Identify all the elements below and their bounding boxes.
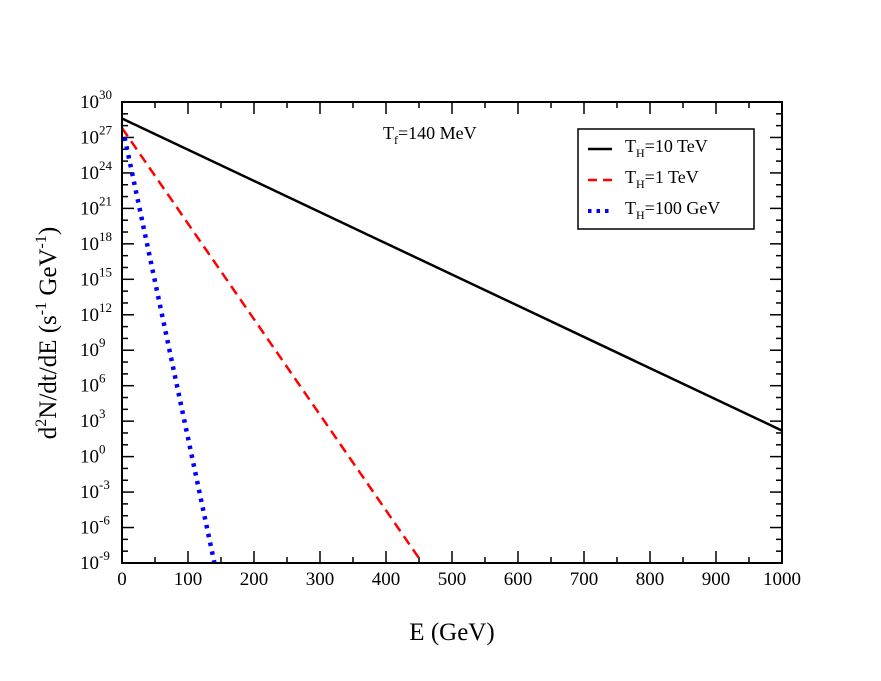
y-tick-label: 106 [80,371,106,397]
y-tick-label: 10-9 [80,548,110,574]
legend-entry-100gev: TH=100 GeV [588,198,720,222]
y-tick-label: 1015 [80,264,112,290]
y-tick-label: 1027 [80,122,113,148]
svg-text:TH=1 TeV: TH=1 TeV [625,167,699,191]
series-layer [120,117,783,564]
series-line-100gev [122,137,217,564]
y-tick-label: 1030 [80,87,112,113]
x-axis-title: E (GeV) [409,619,494,646]
svg-text:TH=10 TeV: TH=10 TeV [625,136,708,160]
x-tick-label: 100 [174,569,203,590]
temperature-annotation: Tf=140 MeV [383,123,477,147]
x-tick-label: 400 [372,569,401,590]
x-tick-label: 900 [702,569,731,590]
y-tick-label: 1024 [80,158,113,184]
x-tick-label: 0 [117,569,127,590]
annotation-base: T [383,123,394,143]
x-tick-label: 500 [438,569,467,590]
y-tick-label: 10-6 [80,513,110,539]
y-tick-label: 1021 [80,193,112,219]
series-line-10tev [121,117,783,432]
plot-frame [121,101,783,564]
legend-entry-10tev: TH=10 TeV [588,136,708,160]
svg-text:TH=100 GeV: TH=100 GeV [625,198,720,222]
y-tick-label: 1012 [80,300,112,326]
y-tick-label: 109 [80,335,106,361]
series-line-1tev [120,127,424,564]
x-tick-label: 800 [636,569,665,590]
legend-entry-1tev: TH=1 TeV [588,167,699,191]
x-tick-label: 200 [240,569,269,590]
x-tick-label: 600 [504,569,533,590]
y-tick-label: 1018 [80,229,112,255]
y-tick-label: 10-3 [80,477,110,503]
y-tick-label: 103 [80,406,106,432]
x-tick-label: 1000 [763,569,801,590]
y-tick-label: 100 [80,442,106,468]
x-axis-ticks: 0 100 200 300 400 500 600 700 800 900 1000 [117,102,801,590]
annotation-sub: f [394,133,398,147]
y-axis-title: d2N/dt/dE (s-1 GeV-1) [33,227,62,439]
svg-text:Tf=140 MeV: Tf=140 MeV [383,123,477,147]
x-tick-label: 700 [570,569,599,590]
annotation-rest: =140 MeV [398,123,477,143]
x-tick-label: 300 [306,569,335,590]
legend: TH=10 TeV TH=1 TeV TH=100 GeV [577,128,755,230]
